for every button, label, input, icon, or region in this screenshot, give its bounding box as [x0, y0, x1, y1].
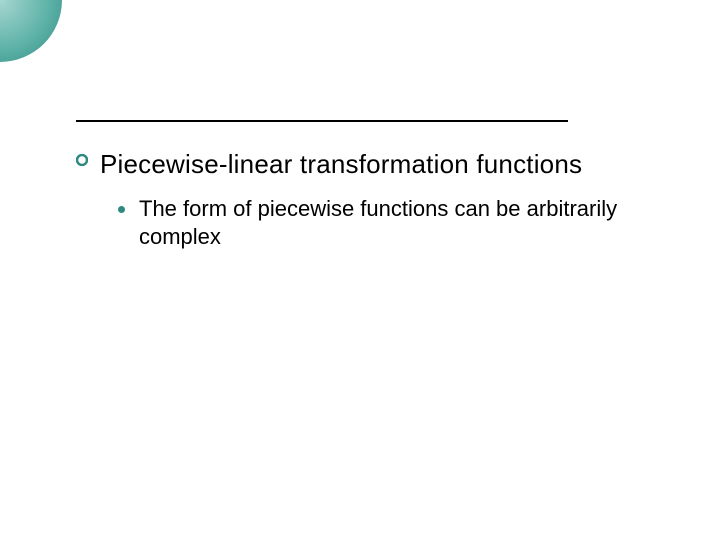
- ring-bullet-icon: [76, 154, 88, 166]
- bullet-level1: Piecewise-linear transformation function…: [76, 148, 680, 181]
- title-divider: [76, 120, 568, 122]
- bullet-level1-text: Piecewise-linear transformation function…: [100, 148, 582, 181]
- bullet-level2-text: The form of piecewise functions can be a…: [139, 195, 680, 252]
- dot-bullet-icon: [118, 206, 125, 213]
- bullet-level2: The form of piecewise functions can be a…: [118, 195, 680, 252]
- corner-decoration: [0, 0, 62, 62]
- slide-content: Piecewise-linear transformation function…: [76, 148, 680, 252]
